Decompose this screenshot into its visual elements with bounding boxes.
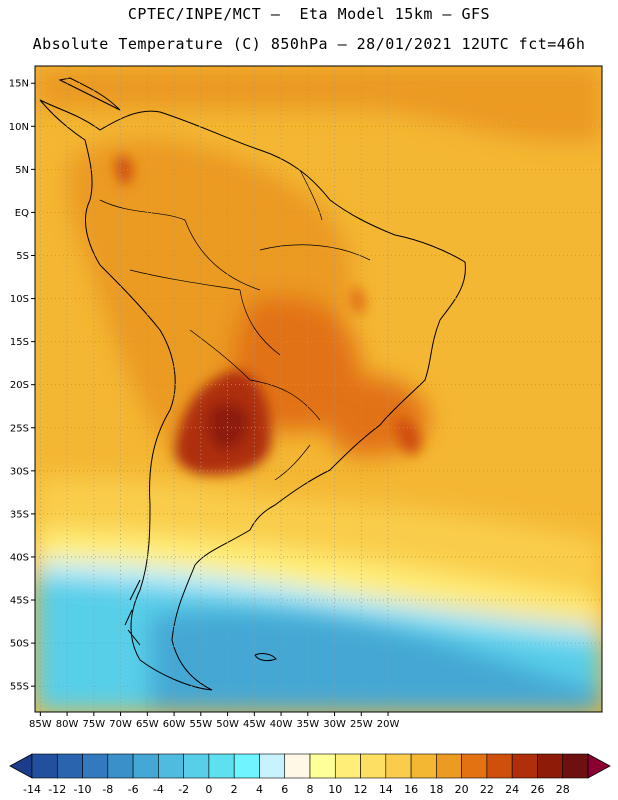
chile-fjords xyxy=(124,579,141,646)
y-tick-label: 10S xyxy=(10,294,29,305)
colorbar-arrow-high xyxy=(587,753,611,779)
colorbar-label: 24 xyxy=(505,783,519,796)
colorbar-label: -4 xyxy=(153,783,164,796)
colorbar-box xyxy=(31,753,58,779)
colorbar-box xyxy=(511,753,538,779)
chart-title: Absolute Temperature (C) 850hPa – 28/01/… xyxy=(32,35,586,53)
falklands-coast xyxy=(254,653,277,662)
colorbar-label: -8 xyxy=(102,783,113,796)
x-tick-label: 70W xyxy=(109,719,132,730)
colorbar-label: 26 xyxy=(530,783,544,796)
colorbar-label: 20 xyxy=(455,783,469,796)
x-tick-label: 45W xyxy=(243,719,266,730)
borders xyxy=(99,169,371,481)
y-tick-label: 25S xyxy=(10,423,29,434)
y-tick-label: 30S xyxy=(10,466,29,477)
colorbar-box xyxy=(562,753,589,779)
field-subtropic-16 xyxy=(35,477,602,600)
colorbar-box xyxy=(158,753,184,779)
y-tick-label: 20S xyxy=(10,380,29,391)
x-tick-label: 35W xyxy=(296,719,319,730)
colorbar-box xyxy=(82,753,109,779)
colorbar-box xyxy=(259,753,286,779)
field-coast-22 xyxy=(395,419,421,455)
colorbar-label: -12 xyxy=(48,783,66,796)
x-tick-label: 85W xyxy=(29,719,52,730)
x-tick-label: 65W xyxy=(136,719,159,730)
colorbar-box xyxy=(309,753,336,779)
plot-frame xyxy=(34,65,603,713)
y-tick-label: 55S xyxy=(10,682,29,693)
y-tick-label: 40S xyxy=(10,552,29,563)
x-tick-label: 75W xyxy=(83,719,106,730)
temperature-field xyxy=(35,66,602,712)
x-tick-label: 60W xyxy=(163,719,186,730)
y-tick-label: 10N xyxy=(9,122,29,133)
colorbar-label: -2 xyxy=(178,783,189,796)
colorbar-label: -10 xyxy=(74,783,92,796)
colorbar-label: -6 xyxy=(128,783,139,796)
x-tick-label: 55W xyxy=(190,719,213,730)
colorbar-label: 14 xyxy=(379,783,393,796)
colorbar-label: 0 xyxy=(205,783,212,796)
x-tick-label: 50W xyxy=(216,719,239,730)
colorbar-box xyxy=(537,753,564,779)
y-tick-label: 5N xyxy=(15,165,29,176)
field-north-20 xyxy=(35,66,602,143)
x-axis: 85W 80W 75W 70W 65W 60W 55W 50W 45W 40W 35W 30W 25W 2… xyxy=(29,712,399,730)
colorbar-box xyxy=(486,753,513,779)
colorbar-box xyxy=(208,753,235,779)
y-tick-label: 35S xyxy=(10,509,29,520)
x-tick-label: 20W xyxy=(377,719,400,730)
y-axis: 15N 10N 5N EQ 5S 10S 15S 20S 25S 30S 35S 40S 45S 50S 5… xyxy=(9,79,35,693)
colorbar-label: 16 xyxy=(404,783,418,796)
chart-title-source: CPTEC/INPE/MCT – Eta Model 15km – GFS xyxy=(127,5,491,23)
colorbar-box xyxy=(461,753,488,779)
field-chaco-26 xyxy=(207,403,249,451)
x-tick-label: 25W xyxy=(350,719,373,730)
field-colombia-22 xyxy=(115,156,133,185)
country-borders xyxy=(99,169,371,481)
y-tick-label: 5S xyxy=(16,251,29,262)
colorbar-label: -14 xyxy=(23,783,41,796)
colorbar-box xyxy=(56,753,83,779)
colorbar-box xyxy=(436,753,462,779)
colorbar-label: 12 xyxy=(354,783,368,796)
gridlines xyxy=(35,66,602,712)
colorbar-label: 4 xyxy=(256,783,263,796)
colorbar-arrow-low xyxy=(9,753,33,779)
colorbar-box xyxy=(233,753,260,779)
colorbar-box xyxy=(410,753,437,779)
colorbar: -14 -12 -10 -8 -6 -4 -2 0 2 4 6 8 10 12 14 16 18 20 22 24 26… xyxy=(9,753,611,796)
colorbar-label: 6 xyxy=(281,783,288,796)
colorbar-label: 8 xyxy=(307,783,314,796)
colorbar-box xyxy=(284,753,311,779)
colorbar-box xyxy=(360,753,387,779)
colorbar-label: 10 xyxy=(328,783,342,796)
colorbar-box xyxy=(385,753,412,779)
colorbar-box xyxy=(334,753,361,779)
south-america-coast xyxy=(39,99,466,691)
colorbar-label: 2 xyxy=(231,783,238,796)
colorbar-box xyxy=(132,753,159,779)
x-tick-label: 40W xyxy=(270,719,293,730)
colorbar-label: 28 xyxy=(556,783,570,796)
y-tick-label: 45S xyxy=(10,596,29,607)
central-america-coast xyxy=(58,77,121,111)
colorbar-label: 18 xyxy=(429,783,443,796)
y-tick-label: 50S xyxy=(10,639,29,650)
field-12 xyxy=(35,530,602,620)
y-tick-label: 15S xyxy=(10,337,29,348)
x-tick-label: 30W xyxy=(323,719,346,730)
y-tick-label: 15N xyxy=(9,79,29,90)
y-tick-label: EQ xyxy=(15,208,29,219)
coastlines xyxy=(39,77,466,691)
colorbar-label: 22 xyxy=(480,783,494,796)
colorbar-box xyxy=(183,753,210,779)
colorbar-box xyxy=(107,753,134,779)
x-tick-label: 80W xyxy=(56,719,79,730)
